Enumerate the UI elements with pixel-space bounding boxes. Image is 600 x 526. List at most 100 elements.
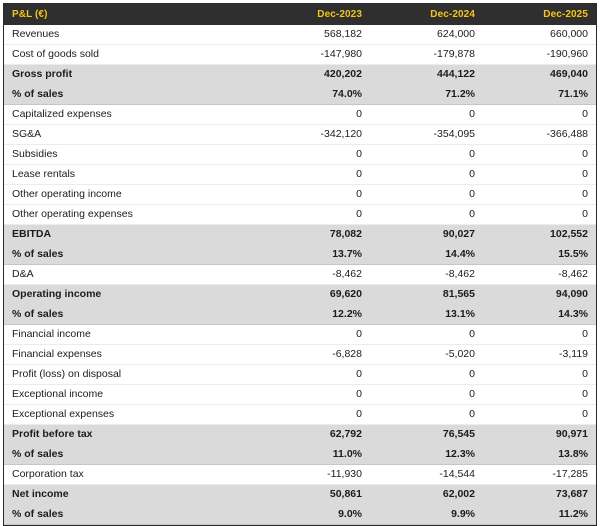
table-row: Revenues 568,182 624,000 660,000: [4, 25, 596, 45]
row-value: 0: [257, 404, 370, 425]
table-header: P&L (€) Dec-2023 Dec-2024 Dec-2025: [4, 4, 596, 25]
row-value: 0: [483, 164, 596, 185]
row-value: 69,620: [257, 284, 370, 305]
row-value: 90,971: [483, 424, 596, 445]
row-value: 50,861: [257, 484, 370, 505]
row-value: 0: [257, 144, 370, 165]
row-value: 94,090: [483, 284, 596, 305]
row-label: Net income: [4, 484, 257, 505]
row-value: 11.2%: [483, 504, 596, 525]
row-value: 73,687: [483, 484, 596, 505]
table-row: Financial income 0 0 0: [4, 324, 596, 345]
row-value: -17,285: [483, 464, 596, 485]
row-value: 0: [370, 104, 483, 125]
row-value: 11.0%: [257, 444, 370, 465]
row-value: 0: [257, 184, 370, 205]
row-value: 62,792: [257, 424, 370, 445]
table-row: Capitalized expenses 0 0 0: [4, 104, 596, 125]
table-row: % of sales 12.2% 13.1% 14.3%: [4, 304, 596, 325]
row-label: Subsidies: [4, 144, 257, 165]
row-value: 0: [257, 324, 370, 345]
row-label: Other operating income: [4, 184, 257, 205]
row-value: -366,488: [483, 124, 596, 145]
table-row: % of sales 13.7% 14.4% 15.5%: [4, 244, 596, 265]
row-value: 74.0%: [257, 84, 370, 105]
row-value: 0: [257, 164, 370, 185]
row-label: Cost of goods sold: [4, 44, 257, 65]
column-header-dec-2025: Dec-2025: [483, 4, 596, 25]
row-value: 76,545: [370, 424, 483, 445]
table-row: Subsidies 0 0 0: [4, 144, 596, 165]
row-value: 0: [370, 184, 483, 205]
row-label: % of sales: [4, 504, 257, 525]
row-value: 0: [257, 384, 370, 405]
table-row: Profit before tax 62,792 76,545 90,971: [4, 424, 596, 445]
row-label: Financial expenses: [4, 344, 257, 365]
row-value: 71.2%: [370, 84, 483, 105]
row-value: 0: [483, 204, 596, 225]
row-value: 0: [370, 364, 483, 385]
row-value: 12.3%: [370, 444, 483, 465]
table-row: EBITDA 78,082 90,027 102,552: [4, 224, 596, 245]
row-value: 13.1%: [370, 304, 483, 325]
table-header-row: P&L (€) Dec-2023 Dec-2024 Dec-2025: [4, 4, 596, 25]
row-value: 13.8%: [483, 444, 596, 465]
row-label: % of sales: [4, 304, 257, 325]
table-row: Net income 50,861 62,002 73,687: [4, 484, 596, 505]
row-label: Lease rentals: [4, 164, 257, 185]
row-value: 444,122: [370, 64, 483, 85]
profit-and-loss-table: P&L (€) Dec-2023 Dec-2024 Dec-2025 Reven…: [4, 4, 596, 525]
row-value: 81,565: [370, 284, 483, 305]
row-value: 568,182: [257, 25, 370, 45]
table-row: Lease rentals 0 0 0: [4, 164, 596, 185]
row-value: -8,462: [483, 264, 596, 285]
row-value: 624,000: [370, 25, 483, 45]
row-value: 71.1%: [483, 84, 596, 105]
table-row: % of sales 74.0% 71.2% 71.1%: [4, 84, 596, 105]
table-row: Other operating expenses 0 0 0: [4, 204, 596, 225]
row-label: Financial income: [4, 324, 257, 345]
row-value: 0: [370, 164, 483, 185]
row-value: 0: [370, 204, 483, 225]
row-value: 660,000: [483, 25, 596, 45]
row-value: 9.0%: [257, 504, 370, 525]
row-value: 9.9%: [370, 504, 483, 525]
table-row: Operating income 69,620 81,565 94,090: [4, 284, 596, 305]
row-label: SG&A: [4, 124, 257, 145]
row-label: Capitalized expenses: [4, 104, 257, 125]
column-header-dec-2024: Dec-2024: [370, 4, 483, 25]
table-body: Revenues 568,182 624,000 660,000 Cost of goo…: [4, 25, 596, 525]
row-value: 420,202: [257, 64, 370, 85]
row-label: Revenues: [4, 25, 257, 45]
row-value: 469,040: [483, 64, 596, 85]
row-label: Profit before tax: [4, 424, 257, 445]
row-value: 0: [483, 144, 596, 165]
row-value: 0: [370, 324, 483, 345]
row-label: Gross profit: [4, 64, 257, 85]
profit-and-loss-table-container: P&L (€) Dec-2023 Dec-2024 Dec-2025 Reven…: [3, 3, 597, 526]
row-label: D&A: [4, 264, 257, 285]
row-label: Operating income: [4, 284, 257, 305]
row-value: -5,020: [370, 344, 483, 365]
table-row: Financial expenses -6,828 -5,020 -3,119: [4, 344, 596, 365]
row-value: -11,930: [257, 464, 370, 485]
row-value: -190,960: [483, 44, 596, 65]
row-value: -8,462: [257, 264, 370, 285]
row-value: -342,120: [257, 124, 370, 145]
row-label: Other operating expenses: [4, 204, 257, 225]
row-value: 0: [370, 384, 483, 405]
row-value: 62,002: [370, 484, 483, 505]
table-row: D&A -8,462 -8,462 -8,462: [4, 264, 596, 285]
row-label: Corporation tax: [4, 464, 257, 485]
row-value: 0: [257, 104, 370, 125]
row-value: 12.2%: [257, 304, 370, 325]
row-value: 0: [483, 364, 596, 385]
row-value: 0: [483, 184, 596, 205]
row-value: 13.7%: [257, 244, 370, 265]
table-row: Exceptional expenses 0 0 0: [4, 404, 596, 425]
row-label: Profit (loss) on disposal: [4, 364, 257, 385]
row-value: 102,552: [483, 224, 596, 245]
row-value: -14,544: [370, 464, 483, 485]
row-value: -147,980: [257, 44, 370, 65]
row-label: Exceptional income: [4, 384, 257, 405]
